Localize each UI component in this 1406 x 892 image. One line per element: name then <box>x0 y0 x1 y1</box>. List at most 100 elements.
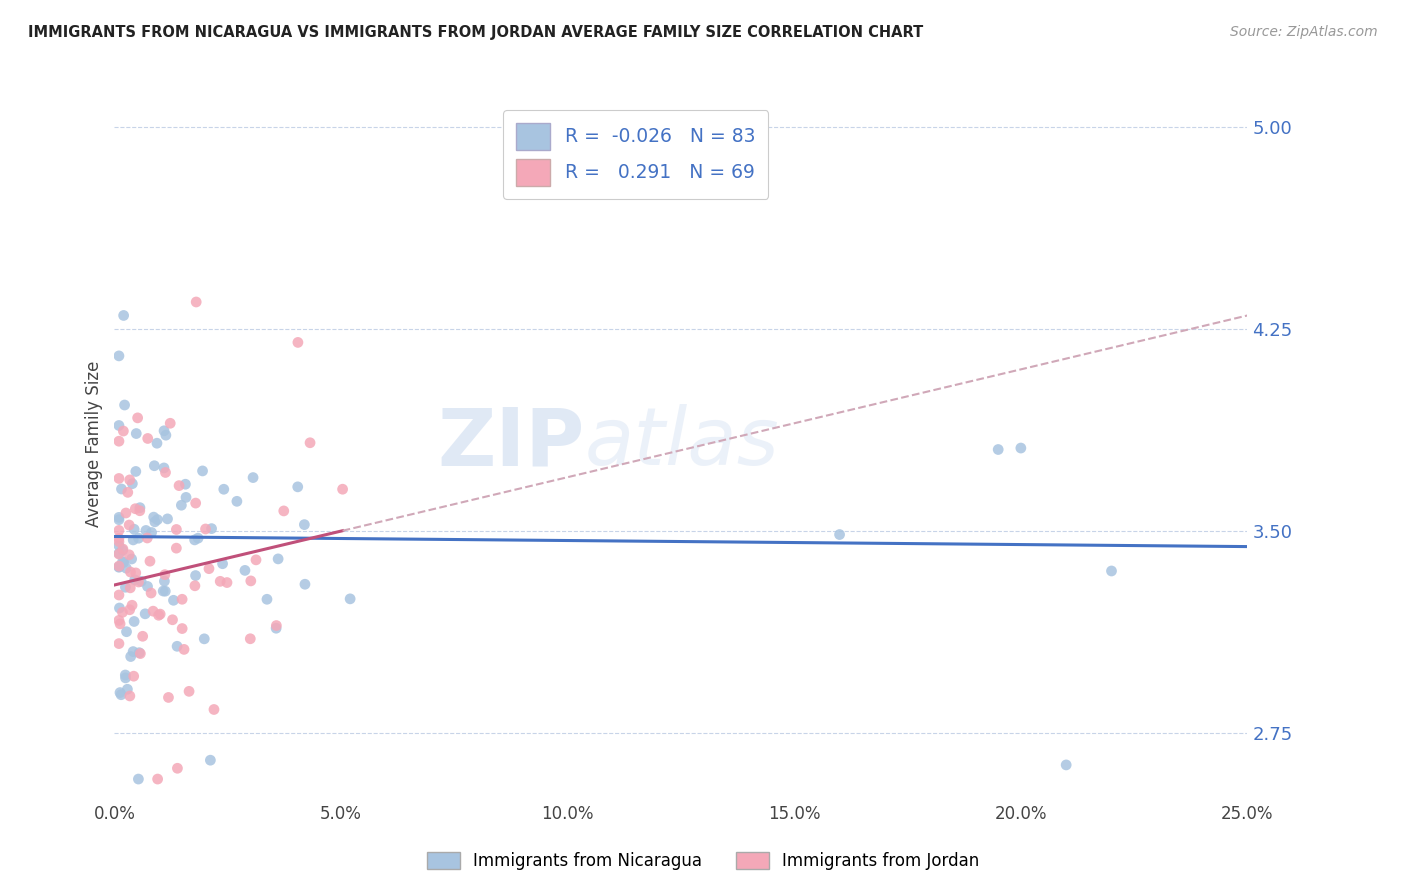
Point <box>108 471 131 485</box>
Point <box>165 541 187 556</box>
Point <box>148 608 170 623</box>
Point <box>121 476 143 491</box>
Point <box>129 574 152 589</box>
Point <box>146 513 169 527</box>
Point <box>112 309 135 323</box>
Point <box>131 629 153 643</box>
Point <box>127 410 149 425</box>
Point <box>183 533 205 547</box>
Point <box>167 478 190 492</box>
Point <box>256 592 278 607</box>
Point <box>239 574 262 588</box>
Point <box>108 546 131 560</box>
Point <box>108 534 131 549</box>
Point <box>108 510 131 524</box>
Point <box>108 613 131 627</box>
Point <box>136 531 159 545</box>
Point <box>332 482 354 496</box>
Point <box>211 557 233 571</box>
Legend: Immigrants from Nicaragua, Immigrants from Jordan: Immigrants from Nicaragua, Immigrants fr… <box>420 845 986 877</box>
Point <box>165 523 187 537</box>
Point <box>108 685 131 699</box>
Point <box>121 552 143 566</box>
Point <box>108 588 131 602</box>
Point <box>120 565 142 579</box>
Point <box>242 470 264 484</box>
Point <box>143 458 166 473</box>
Point <box>173 642 195 657</box>
Point <box>118 473 141 487</box>
Point <box>125 566 148 580</box>
Point <box>146 436 169 450</box>
Point <box>118 603 141 617</box>
Point <box>166 640 188 654</box>
Point <box>828 527 851 541</box>
Point <box>128 504 150 518</box>
Point <box>153 424 176 438</box>
Point <box>139 554 162 568</box>
Point <box>170 498 193 512</box>
Point <box>193 632 215 646</box>
Point <box>141 525 163 540</box>
Point <box>108 513 131 527</box>
Point <box>155 584 177 599</box>
Point <box>112 556 135 570</box>
Point <box>117 682 139 697</box>
Point <box>287 480 309 494</box>
Point <box>120 581 142 595</box>
Point <box>128 531 150 545</box>
Point <box>225 494 247 508</box>
Point <box>114 398 136 412</box>
Point <box>292 517 315 532</box>
Point <box>172 622 194 636</box>
Point <box>111 555 134 569</box>
Point <box>153 574 176 589</box>
Point <box>111 605 134 619</box>
Point <box>108 434 131 449</box>
Point <box>115 624 138 639</box>
Point <box>212 482 235 496</box>
Point <box>174 477 197 491</box>
Point <box>111 541 134 556</box>
Point <box>987 442 1010 457</box>
Point <box>184 568 207 582</box>
Point <box>157 690 180 705</box>
Point <box>124 573 146 587</box>
Point <box>200 522 222 536</box>
Point <box>108 349 131 363</box>
Y-axis label: Average Family Size: Average Family Size <box>86 360 103 526</box>
Point <box>172 592 194 607</box>
Point <box>124 501 146 516</box>
Text: atlas: atlas <box>585 404 779 483</box>
Point <box>122 615 145 629</box>
Point <box>108 524 131 538</box>
Point <box>110 482 132 496</box>
Point <box>108 418 131 433</box>
Point <box>200 753 222 767</box>
Point <box>121 599 143 613</box>
Text: ZIP: ZIP <box>437 404 585 483</box>
Point <box>146 772 169 786</box>
Point <box>127 772 149 786</box>
Point <box>125 465 148 479</box>
Point <box>299 435 322 450</box>
Point <box>135 524 157 538</box>
Point <box>187 531 209 545</box>
Point <box>129 500 152 515</box>
Point <box>186 295 208 310</box>
Point <box>108 559 131 574</box>
Point <box>153 567 176 582</box>
Point <box>114 668 136 682</box>
Point <box>184 579 207 593</box>
Point <box>166 761 188 775</box>
Point <box>122 522 145 536</box>
Point <box>110 688 132 702</box>
Point <box>108 616 131 631</box>
Point <box>112 424 135 438</box>
Point <box>108 539 131 553</box>
Point <box>162 593 184 607</box>
Point <box>118 518 141 533</box>
Point <box>287 335 309 350</box>
Legend: R =  -0.026   N = 83, R =   0.291   N = 69: R = -0.026 N = 83, R = 0.291 N = 69 <box>503 110 768 199</box>
Point <box>149 607 172 621</box>
